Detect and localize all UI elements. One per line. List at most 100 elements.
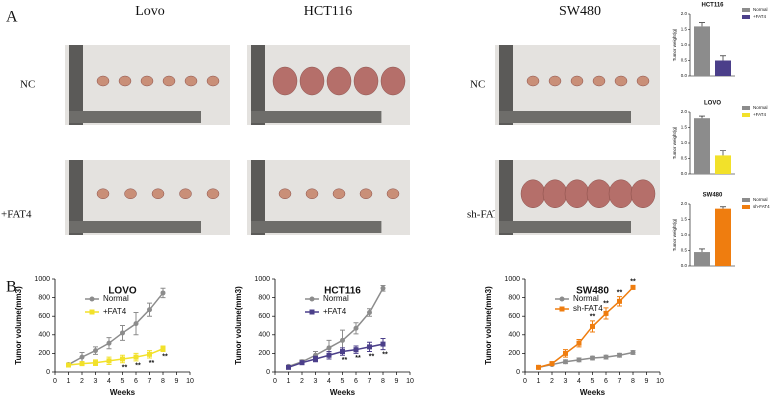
tumor xyxy=(586,179,612,208)
bar xyxy=(694,252,710,266)
y-tick-label: 1000 xyxy=(504,276,520,283)
y-tick-label: 0 xyxy=(516,369,520,376)
y-axis-label: Tumor volume(mm3) xyxy=(234,286,243,365)
point xyxy=(380,285,386,291)
ruler xyxy=(499,160,513,235)
tumor xyxy=(526,75,540,87)
x-tick-label: 10 xyxy=(186,378,194,385)
significance-label: ** xyxy=(122,365,128,372)
point xyxy=(299,360,305,366)
chart-title: SW480 xyxy=(576,286,609,297)
significance-label: ** xyxy=(149,360,155,367)
y-tick-label: 0.5 xyxy=(681,156,688,161)
x-tick-label: 6 xyxy=(134,378,138,385)
legend-swatch xyxy=(742,106,750,110)
legend-label: Normal xyxy=(753,197,768,202)
point xyxy=(133,354,139,360)
y-tick-label: 1.0 xyxy=(681,42,688,47)
ruler xyxy=(251,160,265,235)
y-tick-label: 0 xyxy=(46,369,50,376)
tumor xyxy=(386,188,400,199)
error-bar xyxy=(699,22,705,27)
y-tick-label: 0.5 xyxy=(681,248,688,253)
x-tick-label: 5 xyxy=(341,378,345,385)
tumor xyxy=(305,188,319,199)
legend-swatch xyxy=(742,15,750,19)
point xyxy=(563,350,568,356)
point xyxy=(340,349,345,355)
x-tick-label: 7 xyxy=(148,378,152,385)
tumor xyxy=(326,66,352,96)
point xyxy=(340,337,345,343)
y-tick-label: 400 xyxy=(38,332,50,339)
column-header: HCT116 xyxy=(304,4,352,19)
legend-label: Normal xyxy=(753,7,768,12)
tumor xyxy=(592,75,606,87)
x-tick-label: 2 xyxy=(80,378,84,385)
point xyxy=(367,344,372,350)
tumor xyxy=(124,188,137,199)
y-tick-label: 800 xyxy=(38,294,50,301)
x-axis-label: Weeks xyxy=(580,388,606,397)
legend-label: +FAT4 xyxy=(323,307,347,316)
y-tick-label: 0.5 xyxy=(681,58,688,63)
point xyxy=(617,298,622,304)
y-tick-label: 0 xyxy=(266,369,270,376)
tumor xyxy=(520,179,546,208)
tumor xyxy=(353,66,379,96)
point xyxy=(367,309,372,315)
bar xyxy=(694,118,710,174)
y-tick-label: 1.5 xyxy=(681,27,688,32)
chart-title: HCT116 xyxy=(701,3,724,9)
ruler xyxy=(251,45,265,125)
y-axis-label: Tumor weight(g) xyxy=(672,218,677,251)
point xyxy=(536,364,541,370)
point xyxy=(120,330,125,336)
ruler xyxy=(251,221,382,233)
tumor xyxy=(96,75,110,87)
x-tick-label: 4 xyxy=(577,378,581,385)
tumor xyxy=(608,179,634,208)
y-tick-label: 200 xyxy=(258,350,270,357)
y-tick-label: 2.0 xyxy=(681,11,688,16)
column-header: SW480 xyxy=(559,4,601,19)
point xyxy=(106,340,112,346)
legend-label: +FAT4 xyxy=(103,307,127,316)
significance-label: ** xyxy=(342,357,348,364)
tumor xyxy=(380,66,406,96)
tumor xyxy=(332,188,346,199)
ruler xyxy=(499,45,513,125)
tumor xyxy=(570,75,584,87)
chart-title: HCT116 xyxy=(324,286,361,297)
legend-label: Normal xyxy=(103,294,129,303)
point xyxy=(160,290,166,296)
legend-label: sh-FAT4 xyxy=(753,204,770,209)
ruler xyxy=(499,221,631,233)
y-tick-label: 1000 xyxy=(254,276,270,283)
x-tick-label: 3 xyxy=(564,378,568,385)
tumor xyxy=(179,188,192,199)
tumor xyxy=(542,179,568,208)
x-tick-label: 8 xyxy=(161,378,165,385)
tumor xyxy=(278,188,292,199)
legend-marker xyxy=(309,296,315,302)
y-tick-label: 400 xyxy=(258,332,270,339)
point xyxy=(603,354,609,360)
tumor xyxy=(96,188,110,199)
y-tick-label: 600 xyxy=(38,313,50,320)
tumor xyxy=(184,75,198,87)
tumor xyxy=(118,75,132,87)
point xyxy=(549,361,555,367)
x-tick-label: 0 xyxy=(273,378,277,385)
y-tick-label: 1.5 xyxy=(681,125,688,130)
y-tick-label: 400 xyxy=(508,332,520,339)
point xyxy=(120,356,125,362)
x-tick-label: 7 xyxy=(368,378,372,385)
tumor xyxy=(630,179,656,208)
ruler xyxy=(69,221,201,233)
bar xyxy=(715,155,731,174)
legend-label: Normal xyxy=(323,294,349,303)
significance-label: ** xyxy=(590,314,596,321)
point xyxy=(576,340,582,346)
